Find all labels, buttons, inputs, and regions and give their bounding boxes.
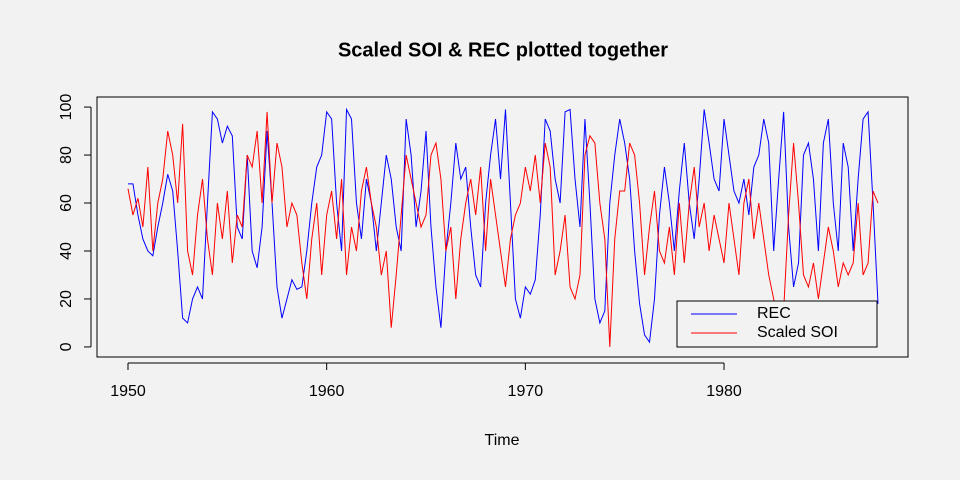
legend-label: Scaled SOI: [757, 324, 838, 341]
legend-box: [676, 300, 878, 348]
data-line: [127, 107, 879, 344]
x-axis-label: Time: [485, 432, 520, 449]
y-tick-label: 80: [58, 146, 75, 164]
y-tick-label: 100: [58, 94, 75, 121]
y-tick-label: 0: [58, 342, 75, 351]
x-tick-label: 1970: [508, 383, 544, 400]
y-tick-label: 40: [58, 242, 75, 260]
chart-title: Scaled SOI & REC plotted together: [338, 39, 668, 61]
data-line: [127, 111, 879, 347]
y-tick-label: 60: [58, 194, 75, 212]
plot-border: [96, 96, 909, 358]
y-tick-label: 20: [58, 290, 75, 308]
x-tick-label: 1960: [309, 383, 345, 400]
x-tick-label: 1950: [110, 383, 146, 400]
legend-label: REC: [757, 305, 791, 322]
x-tick-label: 1980: [706, 383, 742, 400]
